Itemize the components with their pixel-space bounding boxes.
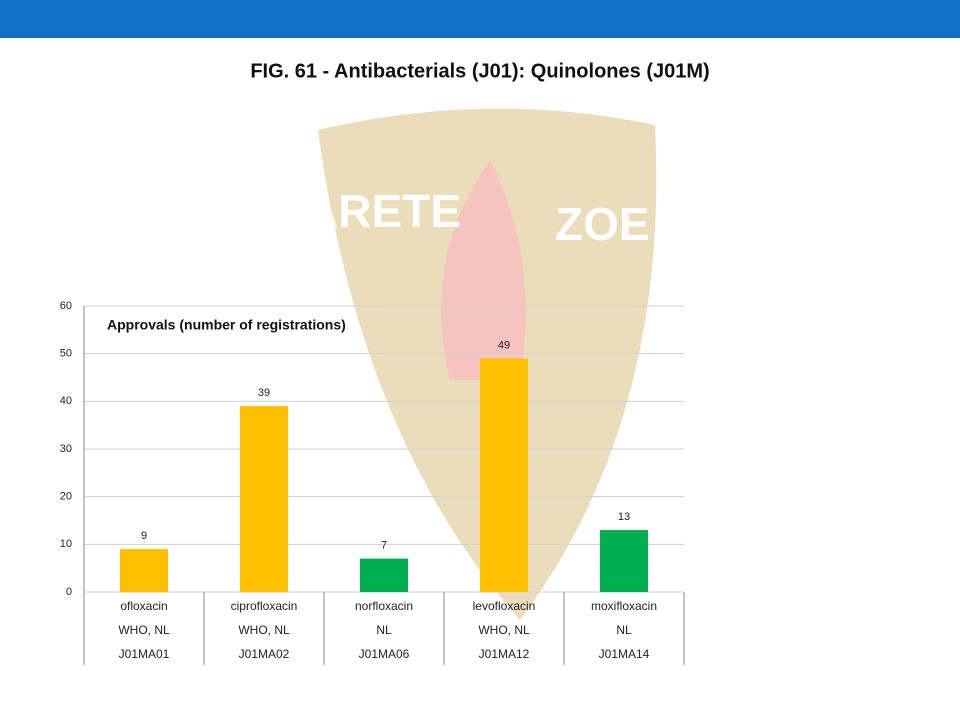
y-tick-label: 30 [60, 443, 72, 455]
top-banner [0, 0, 960, 38]
bar [600, 530, 648, 592]
x-tick-sublabel: NL [376, 623, 392, 637]
x-tick-code: J01MA12 [479, 647, 530, 661]
x-tick-sublabel: WHO, NL [118, 623, 170, 637]
y-tick-label: 10 [60, 538, 72, 550]
x-tick-sublabel: NL [616, 623, 632, 637]
bar [360, 558, 408, 592]
y-tick-label: 0 [66, 586, 72, 598]
flame [441, 160, 526, 380]
slide-title: FIG. 61 - Antibacterials (J01): Quinolon… [250, 60, 709, 82]
x-tick-sublabel: WHO, NL [238, 623, 290, 637]
value-label: 7 [381, 540, 387, 552]
x-tick-code: J01MA06 [359, 647, 410, 661]
chart-title: Approvals (number of registrations) [107, 317, 346, 333]
value-label: 13 [618, 511, 630, 523]
bar [240, 406, 288, 592]
x-tick-sublabel: WHO, NL [478, 623, 530, 637]
value-label: 9 [141, 530, 147, 542]
x-tick-label: ciprofloxacin [231, 599, 298, 613]
x-tick-code: J01MA14 [599, 647, 650, 661]
bar [120, 549, 168, 592]
x-tick-label: norfloxacin [355, 599, 413, 613]
x-tick-code: J01MA02 [239, 647, 290, 661]
x-tick-label: ofloxacin [120, 599, 167, 613]
y-tick-label: 40 [60, 395, 72, 407]
watermark-text: ZOE [555, 198, 650, 250]
value-label: 39 [258, 387, 270, 399]
bar [480, 358, 528, 592]
watermark-text: ARETE [305, 185, 461, 237]
y-tick-label: 60 [60, 300, 72, 312]
value-label: 49 [498, 339, 510, 351]
x-tick-label: moxifloxacin [591, 599, 657, 613]
y-tick-label: 20 [60, 491, 72, 503]
x-tick-code: J01MA01 [119, 647, 170, 661]
x-tick-label: levofloxacin [473, 599, 536, 613]
y-tick-label: 50 [60, 348, 72, 360]
